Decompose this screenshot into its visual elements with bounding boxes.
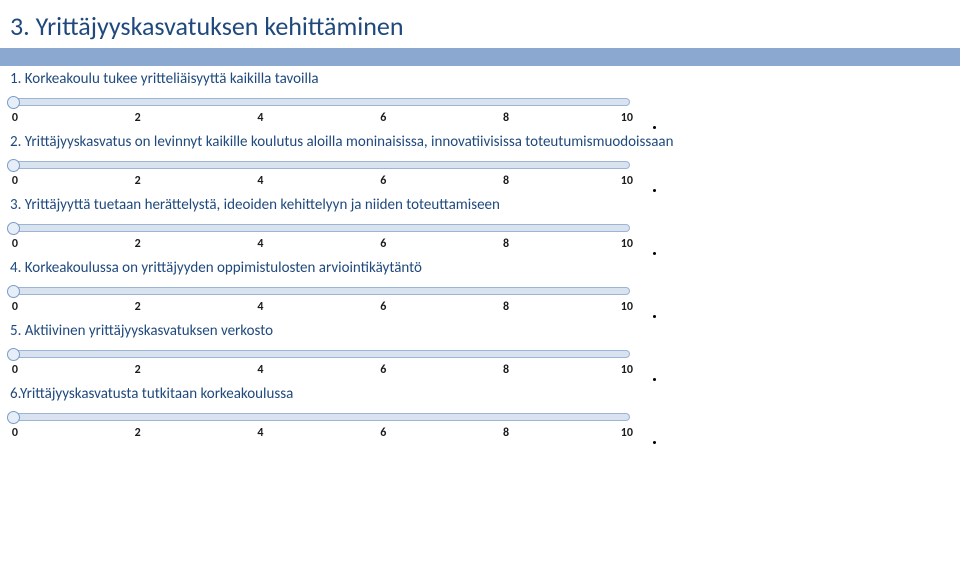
slider[interactable]: 0 2 4 6 8 10 <box>10 342 630 379</box>
slider[interactable]: 0 2 4 6 8 10 <box>10 153 630 190</box>
tick-label: 6 <box>380 237 386 251</box>
tick-label: 8 <box>503 174 509 188</box>
slider-track[interactable] <box>10 413 630 421</box>
tick-label: 8 <box>503 111 509 125</box>
slider[interactable]: 0 2 4 6 8 10 <box>10 279 630 316</box>
slider-ticks: 0 2 4 6 8 10 <box>10 296 630 316</box>
tick-label: 0 <box>12 111 18 125</box>
tick-label: 8 <box>503 426 509 440</box>
question-row: 4. Korkeakoulussa on yrittäjyyden oppimi… <box>10 259 950 316</box>
slider-track[interactable] <box>10 98 630 106</box>
question-label: 3. Yrittäjyyttä tuetaan herättelystä, id… <box>10 196 950 214</box>
tick-label: 0 <box>12 363 18 377</box>
dot-icon <box>653 378 656 381</box>
question-label: 5. Aktiivinen yrittäjyyskasvatuksen verk… <box>10 322 950 340</box>
tick-label: 2 <box>135 111 141 125</box>
slider[interactable]: 0 2 4 6 8 10 <box>10 405 630 442</box>
slider-track[interactable] <box>10 161 630 169</box>
slider-ticks: 0 2 4 6 8 10 <box>10 170 630 190</box>
tick-label: 4 <box>257 300 263 314</box>
dot-icon <box>653 441 656 444</box>
divider-band <box>0 48 960 66</box>
tick-label: 6 <box>380 174 386 188</box>
slider-ticks: 0 2 4 6 8 10 <box>10 107 630 127</box>
tick-label: 2 <box>135 237 141 251</box>
tick-label: 10 <box>621 300 633 314</box>
question-label: 2. Yrittäjyyskasvatus on levinnyt kaikil… <box>10 133 950 151</box>
tick-label: 2 <box>135 426 141 440</box>
tick-label: 6 <box>380 363 386 377</box>
dot-icon <box>653 126 656 129</box>
tick-label: 10 <box>621 174 633 188</box>
tick-label: 2 <box>135 300 141 314</box>
tick-label: 6 <box>380 300 386 314</box>
question-label: 6.Yrittäjyyskasvatusta tutkitaan korkeak… <box>10 385 950 403</box>
tick-label: 4 <box>257 111 263 125</box>
slider-ticks: 0 2 4 6 8 10 <box>10 422 630 442</box>
question-row: 5. Aktiivinen yrittäjyyskasvatuksen verk… <box>10 322 950 379</box>
tick-label: 8 <box>503 300 509 314</box>
question-row: 1. Korkeakoulu tukee yritteliäisyyttä ka… <box>10 70 950 127</box>
tick-label: 4 <box>257 174 263 188</box>
question-row: 3. Yrittäjyyttä tuetaan herättelystä, id… <box>10 196 950 253</box>
slider-ticks: 0 2 4 6 8 10 <box>10 233 630 253</box>
slider[interactable]: 0 2 4 6 8 10 <box>10 216 630 253</box>
tick-label: 0 <box>12 300 18 314</box>
slider-track[interactable] <box>10 224 630 232</box>
tick-label: 10 <box>621 426 633 440</box>
tick-label: 2 <box>135 174 141 188</box>
question-label: 1. Korkeakoulu tukee yritteliäisyyttä ka… <box>10 70 950 88</box>
question-row: 6.Yrittäjyyskasvatusta tutkitaan korkeak… <box>10 385 950 442</box>
dot-icon <box>653 252 656 255</box>
title-bar: 3. Yrittäjyyskasvatuksen kehittäminen <box>0 4 960 48</box>
tick-label: 10 <box>621 111 633 125</box>
slider-track[interactable] <box>10 350 630 358</box>
tick-label: 0 <box>12 237 18 251</box>
tick-label: 8 <box>503 363 509 377</box>
tick-label: 0 <box>12 426 18 440</box>
tick-label: 10 <box>621 237 633 251</box>
tick-label: 8 <box>503 237 509 251</box>
slider[interactable]: 0 2 4 6 8 10 <box>10 90 630 127</box>
question-label: 4. Korkeakoulussa on yrittäjyyden oppimi… <box>10 259 950 277</box>
tick-label: 2 <box>135 363 141 377</box>
content-area: 1. Korkeakoulu tukee yritteliäisyyttä ka… <box>0 66 960 442</box>
dot-icon <box>653 189 656 192</box>
tick-label: 4 <box>257 237 263 251</box>
tick-label: 4 <box>257 426 263 440</box>
page-title: 3. Yrittäjyyskasvatuksen kehittäminen <box>10 10 950 42</box>
tick-label: 6 <box>380 111 386 125</box>
slider-ticks: 0 2 4 6 8 10 <box>10 359 630 379</box>
slider-track[interactable] <box>10 287 630 295</box>
tick-label: 10 <box>621 363 633 377</box>
tick-label: 0 <box>12 174 18 188</box>
tick-label: 6 <box>380 426 386 440</box>
question-row: 2. Yrittäjyyskasvatus on levinnyt kaikil… <box>10 133 950 190</box>
dot-icon <box>653 315 656 318</box>
tick-label: 4 <box>257 363 263 377</box>
